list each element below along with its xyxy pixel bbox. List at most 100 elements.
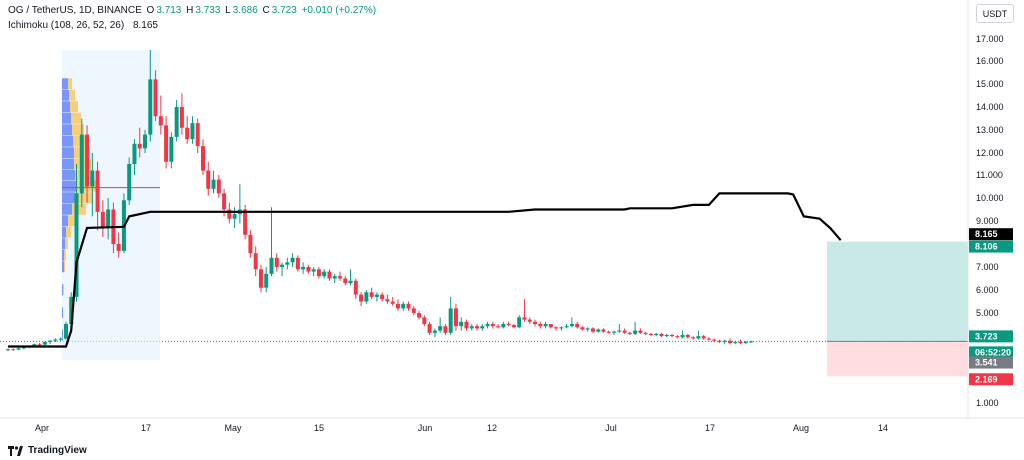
candle-body [248,234,253,254]
candle-body [21,347,26,349]
candle-body [95,170,100,212]
candle-body [648,333,653,335]
candle-body [643,332,648,334]
candle-body [506,324,511,326]
candle-body [316,269,321,277]
candle-body [453,308,458,327]
candle-body [717,340,722,342]
candle-body [580,327,585,330]
candle-body [511,325,516,328]
time-tick-label: 14 [878,423,888,433]
time-axis[interactable]: Apr 17 May 15 Jun 12 Jul 17 Aug 14 [35,423,888,433]
candle-body [538,324,543,327]
candle-body [338,276,343,279]
price-tick-label: 1.000 [976,398,999,408]
candle-body [743,341,748,344]
tradingview-logo[interactable]: TradingView [8,445,87,456]
stop-zone [827,341,968,377]
price-label-bg [969,240,1013,253]
candle-body [517,317,522,328]
candle-body [448,308,453,333]
price-tick-label: 17.000 [976,34,1004,44]
candle-body [285,262,290,265]
candle-body [274,257,279,267]
candle-body [712,339,717,341]
price-label-text: 3.723 [975,331,998,341]
volume-profile-bar [64,261,65,273]
volume-profile-bar [62,147,74,158]
price-tick-label: 14.000 [976,102,1004,112]
price-axis[interactable]: 17.000 16.000 15.000 14.000 13.000 12.000 11.0… [976,34,1004,408]
price-label-text: 3.541 [975,358,998,368]
price-tick-label: 5.000 [976,308,999,318]
volume-profile-bar [68,78,72,90]
indicator-name[interactable]: Ichimoku (108, 26, 52, 26) [8,20,125,31]
volume-profile-bar [62,249,64,261]
price-tick-label: 11.000 [976,170,1003,180]
open-label: O [146,5,155,16]
candle-body [501,324,506,328]
price-tick-label: 16.000 [976,56,1004,66]
candle-body [301,267,306,270]
price-tick-label: 7.000 [976,262,999,272]
candle-body [79,134,84,194]
candle-body [627,332,632,334]
candle-body [459,321,464,327]
time-tick-label: 17 [141,423,151,433]
time-tick-label: 12 [487,423,497,433]
volume-profile-bar [75,169,93,181]
candle-body [395,303,400,309]
candle-body [569,324,574,327]
candle-body [48,340,53,342]
candle-body [575,324,580,328]
candle-body [106,209,111,228]
candle-body [606,331,611,333]
candle-body [253,253,258,270]
candle-body [480,326,485,329]
candle-body [380,294,385,300]
candle-body [496,326,501,328]
candle-body [74,193,79,297]
currency-button[interactable]: USDT [976,4,1014,23]
candle-body [733,341,738,344]
volume-profile-bar [72,124,84,136]
candle-body [116,244,121,251]
candle-body [374,294,379,297]
time-tick-label: May [224,423,242,433]
price-label-bg [969,330,1013,343]
volume-profile-bar [68,215,76,227]
price-tick-label: 13.000 [976,125,1004,135]
symbol-title[interactable]: OG / TetherUS, 1D, BINANCE [8,5,142,16]
price-tick-label: 6.000 [976,285,999,295]
candle-body [675,336,680,338]
candle-body [490,324,495,327]
indicator-header[interactable]: Ichimoku (108, 26, 52, 26) 8.165 [8,20,160,31]
price-labels: 8.165 8.106 3.723 06:52:203.541 2.169 [969,228,1013,386]
time-tick-label: Aug [793,423,809,433]
open-value: 3.713 [156,5,182,16]
ichimoku-path [8,192,842,348]
candle-body [63,324,68,339]
candle-body [359,294,364,302]
candle-body [206,170,211,189]
volume-profile-bar [69,89,75,101]
candle-body [664,335,669,337]
candle-body [633,330,638,334]
candle-body [596,329,601,332]
time-tick-label: Apr [35,423,49,433]
price-label-text: 8.165 [975,229,998,239]
candle-body [706,338,711,340]
candle-body [369,292,374,297]
price-label-text: 06:52:20 [975,347,1011,357]
candle-body [222,193,227,210]
long-position-tool[interactable] [827,241,968,377]
candle-body [137,143,142,149]
candle-body [722,340,727,342]
indicator-value: 8.165 [132,20,158,31]
candle-body [485,324,490,327]
candle-body [522,317,527,320]
volume-profile-bar [72,203,86,215]
low-label: L [225,5,231,16]
candle-body [90,170,95,187]
